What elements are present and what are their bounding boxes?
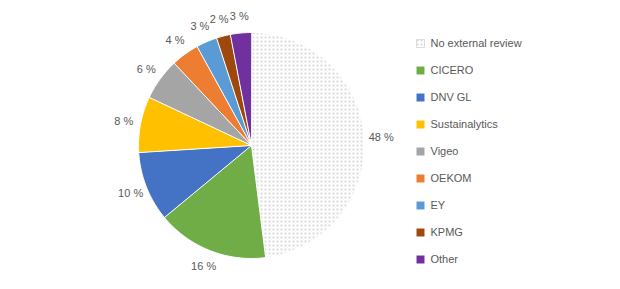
svg-text:OEKOM: OEKOM xyxy=(431,172,472,184)
svg-text:4 %: 4 % xyxy=(166,34,185,46)
svg-text:KPMG: KPMG xyxy=(431,226,463,238)
svg-text:8 %: 8 % xyxy=(114,115,133,127)
svg-text:6 %: 6 % xyxy=(137,63,156,75)
svg-text:Sustainalytics: Sustainalytics xyxy=(431,118,499,130)
svg-text:2 %: 2 % xyxy=(210,13,229,25)
svg-text:EY: EY xyxy=(431,199,446,211)
svg-text:16 %: 16 % xyxy=(191,260,216,272)
svg-text:3 %: 3 % xyxy=(230,10,249,22)
svg-text:48 %: 48 % xyxy=(369,131,394,143)
svg-text:Vigeo: Vigeo xyxy=(431,145,459,157)
svg-text:Other: Other xyxy=(431,253,459,265)
svg-text:10 %: 10 % xyxy=(118,187,143,199)
svg-text:3 %: 3 % xyxy=(190,20,209,32)
svg-text:DNV GL: DNV GL xyxy=(431,91,472,103)
svg-text:No external review: No external review xyxy=(431,37,522,49)
svg-text:CICERO: CICERO xyxy=(431,64,474,76)
